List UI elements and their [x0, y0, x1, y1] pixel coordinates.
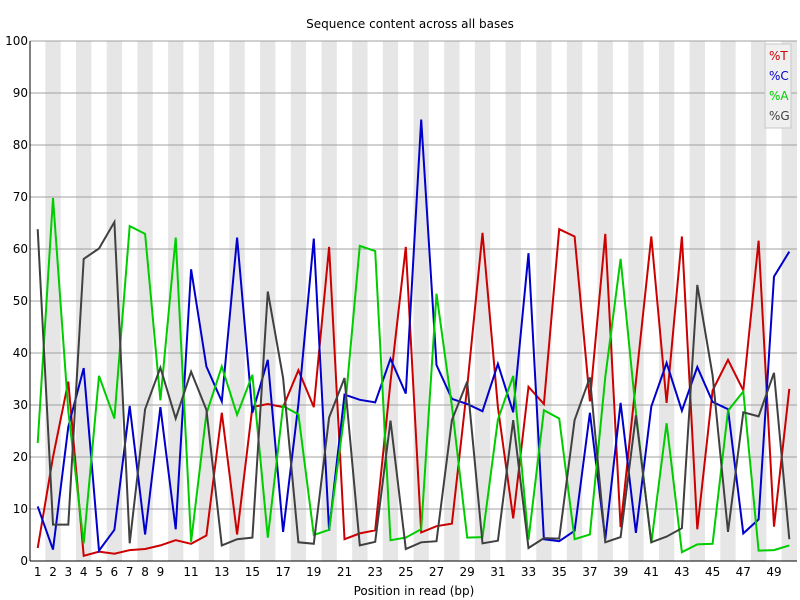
x-tick-label: 8	[141, 565, 149, 579]
series-lines	[36, 119, 791, 558]
x-tick-label: 2	[49, 565, 57, 579]
x-tick-label: 23	[368, 565, 383, 579]
y-tick-label: 30	[13, 398, 28, 412]
legend-entry-C: %C	[769, 69, 789, 83]
x-tick-label: 4	[80, 565, 88, 579]
x-tick-label: 5	[95, 565, 103, 579]
x-tick-label: 11	[183, 565, 198, 579]
chart-title: Sequence content across all bases	[306, 17, 514, 31]
axes	[29, 41, 797, 562]
legend-entry-G: %G	[769, 109, 790, 123]
x-tick-label: 31	[490, 565, 505, 579]
series-line-C	[36, 119, 791, 554]
y-tick-label: 20	[13, 450, 28, 464]
x-tick-label: 35	[552, 565, 567, 579]
x-tick-label: 27	[429, 565, 444, 579]
legend-entry-T: %T	[769, 49, 788, 63]
x-tick-label: 25	[398, 565, 413, 579]
y-tick-label: 70	[13, 190, 28, 204]
x-tick-label: 13	[214, 565, 229, 579]
x-tick-label: 49	[766, 565, 781, 579]
x-tick-label: 19	[306, 565, 321, 579]
x-tick-label: 7	[126, 565, 134, 579]
y-tick-label: 60	[13, 242, 28, 256]
x-tick-label: 43	[674, 565, 689, 579]
x-tick-label: 33	[521, 565, 536, 579]
y-tick-label: 40	[13, 346, 28, 360]
x-tick-label: 39	[613, 565, 628, 579]
y-tick-label: 0	[20, 554, 28, 568]
y-tick-label: 100	[5, 34, 28, 48]
x-tick-label: 29	[460, 565, 475, 579]
x-tick-label: 47	[736, 565, 751, 579]
x-tick-label: 1	[34, 565, 42, 579]
legend-box	[764, 43, 792, 129]
x-tick-label: 21	[337, 565, 352, 579]
series-line-G	[36, 218, 791, 551]
y-tick-label: 50	[13, 294, 28, 308]
x-tick-label: 37	[582, 565, 597, 579]
x-tick-labels: 1 2 3 4 5 6 7 8 9 11 13 15 17 19 21 23 25 27 29 31 33 35 37 39 4…	[34, 565, 782, 579]
series-line-T	[36, 227, 791, 558]
x-tick-label: 3	[65, 565, 73, 579]
x-axis-label: Position in read (bp)	[354, 584, 475, 598]
x-tick-label: 15	[245, 565, 260, 579]
legend: %T %C %A %G	[764, 43, 792, 129]
y-tick-label: 80	[13, 138, 28, 152]
y-tick-label: 10	[13, 502, 28, 516]
x-tick-label: 45	[705, 565, 720, 579]
x-tick-label: 41	[644, 565, 659, 579]
y-tick-label: 90	[13, 86, 28, 100]
x-tick-label: 9	[157, 565, 165, 579]
legend-entry-A: %A	[769, 89, 789, 103]
x-tick-label: 17	[275, 565, 290, 579]
y-tick-labels: 0 10 20 30 40 50 60 70 80 90 100	[5, 34, 28, 568]
x-tick-label: 6	[111, 565, 119, 579]
